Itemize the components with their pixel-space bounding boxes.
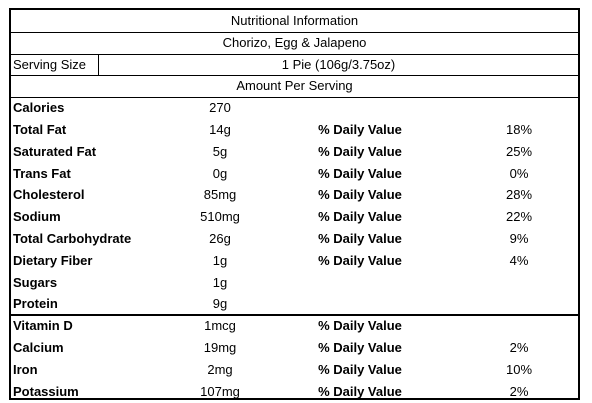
title: Nutritional Information [230,13,359,28]
dv: 2% [509,340,529,355]
amount: 107mg [200,383,240,399]
serving-value: 1 Pie (106g/3.75oz) [281,56,396,72]
nutrient-name: Potassium [13,383,79,399]
dv: 0% [509,165,529,181]
nutrient-name: Trans Fat [13,165,71,181]
amount: 85mg [203,187,237,203]
amount: 1g [212,252,228,268]
nutrient-name: Sodium [13,209,61,225]
nutrient-name: Calories [13,100,65,116]
amount: 510mg [200,209,240,225]
nutrient-name: Total Fat [13,122,67,137]
dv-label: % Daily Value [318,143,402,159]
dv-label: % Daily Value [318,340,402,355]
amount: 2mg [207,361,233,377]
amount: 9g [212,296,228,312]
dv-label: % Daily Value [318,122,402,137]
amount: 1g [212,274,228,290]
nutrient-name: Protein [13,296,58,312]
dv-label: % Daily Value [318,231,402,246]
dv: 9% [509,231,529,246]
row-line [11,31,578,33]
dv-label: % Daily Value [318,361,402,377]
row-line [11,53,578,55]
dv: 18% [505,122,533,137]
amount-header: Amount Per Serving [236,78,353,94]
amount: 0g [212,165,228,181]
amount: 5g [212,143,228,159]
amount: 270 [209,100,231,116]
dv-label: % Daily Value [318,383,402,399]
nutrition-table: Nutritional Information Chorizo, Egg & J… [9,8,580,400]
nutrient-name: Sugars [13,274,58,290]
dv-label: % Daily Value [318,209,402,225]
section-line [11,314,578,317]
subtitle: Chorizo, Egg & Jalapeno [222,34,367,50]
nutrient-name: Total Carbohydrate [13,231,132,246]
amount: 14g [209,122,231,137]
nutrient-name: Calcium [13,340,64,355]
nutrient-name: Cholesterol [13,187,85,203]
dv: 28% [505,187,533,203]
nutrient-name: Dietary Fiber [13,252,93,268]
dv-label: % Daily Value [318,318,402,334]
nutrient-name: Saturated Fat [13,143,97,159]
nutrient-name: Iron [13,361,38,377]
row-line [11,97,578,99]
amount: 19mg [203,340,237,355]
nutrient-name: Vitamin D [13,318,73,334]
dv-label: % Daily Value [318,252,402,268]
dv-label: % Daily Value [318,187,402,203]
dv: 2% [509,383,529,399]
dv: 4% [509,252,529,268]
serving-label: Serving Size [13,56,86,72]
amount: 26g [209,231,231,246]
dv: 10% [505,361,533,377]
col-line [98,53,99,76]
dv: 25% [505,143,533,159]
dv-label: % Daily Value [318,165,402,181]
dv: 22% [505,209,533,225]
amount: 1mcg [204,318,236,334]
row-line [11,75,578,77]
